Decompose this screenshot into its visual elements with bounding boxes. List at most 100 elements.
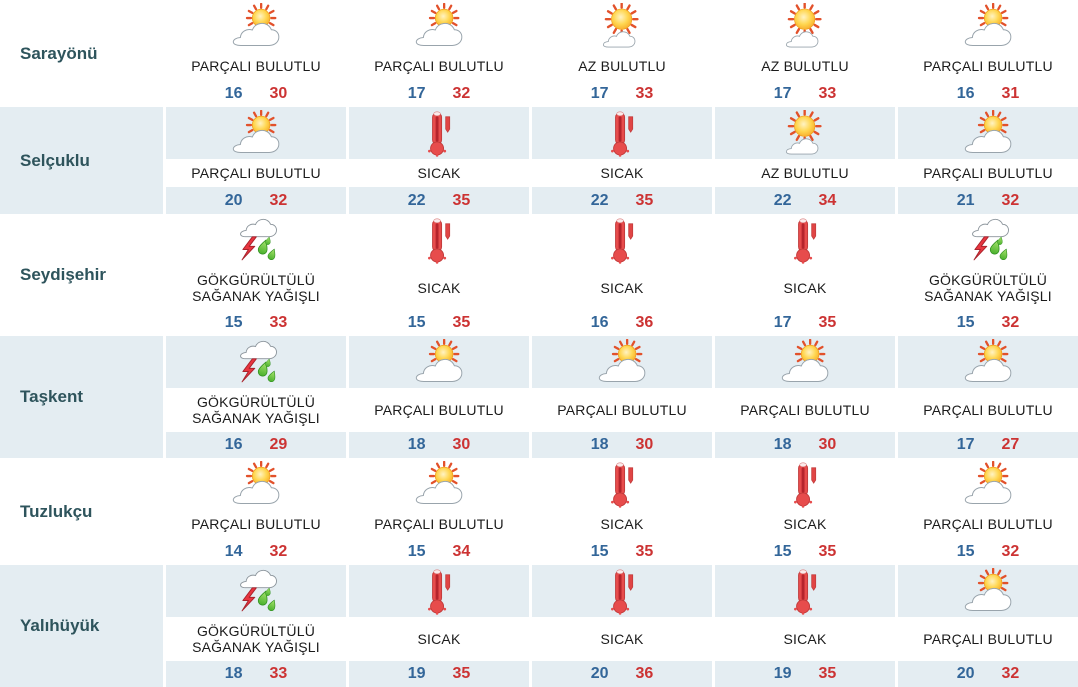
district-name: Sarayönü [20,43,98,63]
temperature-pair: 17 33 [532,80,712,107]
partly-cloudy-icon [407,461,471,507]
district-name: Taşkent [0,336,163,458]
hot-icon [602,461,642,508]
forecast-row: Seydişehir GÖKGÜRÜLTÜLÜ SAĞANAK YAĞIŞLI … [0,214,1078,336]
slightly-cloudy-icon [774,3,835,49]
district-name: Seydişehir [20,265,106,284]
max-temp: 35 [635,542,654,560]
partly-cloudy-icon [956,110,1020,156]
hot-icon [419,217,459,264]
temperature-pair: 17 33 [715,80,895,107]
condition-label: PARÇALI BULUTLU [923,164,1053,181]
max-temp: 32 [1001,542,1020,560]
forecast-cell: PARÇALI BULUTLU 14 32 [163,458,346,565]
forecast-row: Selçuklu PARÇALI BULUTLU 20 32 SICAK 22 … [0,107,1078,214]
partly-cloudy-icon [224,461,288,507]
forecast-cell: SICAK 22 35 [346,107,529,214]
temperature-pair: 16 29 [166,432,346,458]
weather-icon-slot [166,565,346,617]
max-temp: 34 [818,191,837,209]
weather-icon-slot [715,336,895,388]
forecast-cell: PARÇALI BULUTLU 18 30 [346,336,529,458]
district-name: Tuzlukçu [20,501,93,521]
weather-icon-slot [898,214,1078,266]
condition-label: PARÇALI BULUTLU [740,401,870,418]
forecast-cell: AZ BULUTLU 22 34 [712,107,895,214]
condition-label: GÖKGÜRÜLTÜLÜ SAĞANAK YAĞIŞLI [192,271,320,304]
weather-icon-slot [349,336,529,388]
min-temp: 15 [590,542,609,560]
weather-icon-slot [532,214,712,266]
partly-cloudy-icon [224,3,288,49]
temperature-pair: 15 35 [349,310,529,336]
max-temp: 27 [1001,436,1020,453]
max-temp: 34 [452,542,471,560]
forecast-cell: SICAK 20 36 [529,565,712,687]
temperature-pair: 18 30 [349,432,529,458]
temperature-pair: 15 34 [349,538,529,565]
max-temp: 33 [269,665,288,682]
condition-label: AZ BULUTLU [578,57,666,74]
condition-label: PARÇALI BULUTLU [923,630,1053,647]
forecast-cell: AZ BULUTLU 17 33 [712,0,895,107]
temperature-pair: 19 35 [349,661,529,687]
max-temp: 35 [452,191,471,209]
min-temp: 15 [956,314,975,331]
forecast-cell: SICAK 17 35 [712,214,895,336]
weather-icon-slot [715,0,895,52]
forecast-cell: SICAK 15 35 [346,214,529,336]
min-temp: 15 [773,542,792,560]
max-temp: 32 [1001,665,1020,682]
weather-icon-slot [898,458,1078,510]
max-temp: 30 [818,436,837,453]
max-temp: 35 [818,314,837,331]
max-temp: 33 [635,84,654,102]
min-temp: 14 [224,542,243,560]
thunderstorm-icon [227,217,284,263]
temperature-pair: 22 35 [349,187,529,214]
max-temp: 35 [452,314,471,331]
weather-icon-slot [532,565,712,617]
temperature-pair: 15 35 [715,538,895,565]
thunderstorm-icon [959,217,1016,263]
temperature-pair: 18 30 [715,432,895,458]
min-temp: 20 [956,665,975,682]
partly-cloudy-icon [956,3,1020,49]
condition-label: GÖKGÜRÜLTÜLÜ SAĞANAK YAĞIŞLI [192,393,320,426]
weather-icon-slot [532,336,712,388]
weather-icon-slot [166,0,346,52]
condition-label: AZ BULUTLU [761,164,849,181]
min-temp: 20 [590,665,609,682]
condition-label: SICAK [417,164,461,181]
min-temp: 17 [407,84,426,102]
condition-label: GÖKGÜRÜLTÜLÜ SAĞANAK YAĞIŞLI [192,622,320,655]
min-temp: 22 [407,191,426,209]
weather-icon-slot [166,214,346,266]
min-temp: 18 [224,665,243,682]
weather-icon-slot [349,107,529,159]
min-temp: 18 [773,436,792,453]
min-temp: 20 [224,191,243,209]
weather-icon-slot [166,458,346,510]
partly-cloudy-icon [956,568,1020,614]
temperature-pair: 15 32 [898,538,1078,565]
weather-icon-slot [532,458,712,510]
weather-icon-slot [715,565,895,617]
weather-icon-slot [349,458,529,510]
forecast-cell: GÖKGÜRÜLTÜLÜ SAĞANAK YAĞIŞLI 15 32 [895,214,1078,336]
min-temp: 22 [773,191,792,209]
temperature-pair: 22 34 [715,187,895,214]
min-temp: 15 [407,542,426,560]
min-temp: 16 [590,314,609,331]
min-temp: 21 [956,191,975,209]
weather-icon-slot [898,336,1078,388]
condition-label: GÖKGÜRÜLTÜLÜ SAĞANAK YAĞIŞLI [924,271,1052,304]
min-temp: 15 [224,314,243,331]
hot-icon [419,568,459,615]
condition-label: PARÇALI BULUTLU [374,401,504,418]
forecast-cell: PARÇALI BULUTLU 16 31 [895,0,1078,107]
condition-label: PARÇALI BULUTLU [923,515,1053,532]
condition-label: PARÇALI BULUTLU [374,515,504,532]
forecast-cell: SICAK 15 35 [712,458,895,565]
